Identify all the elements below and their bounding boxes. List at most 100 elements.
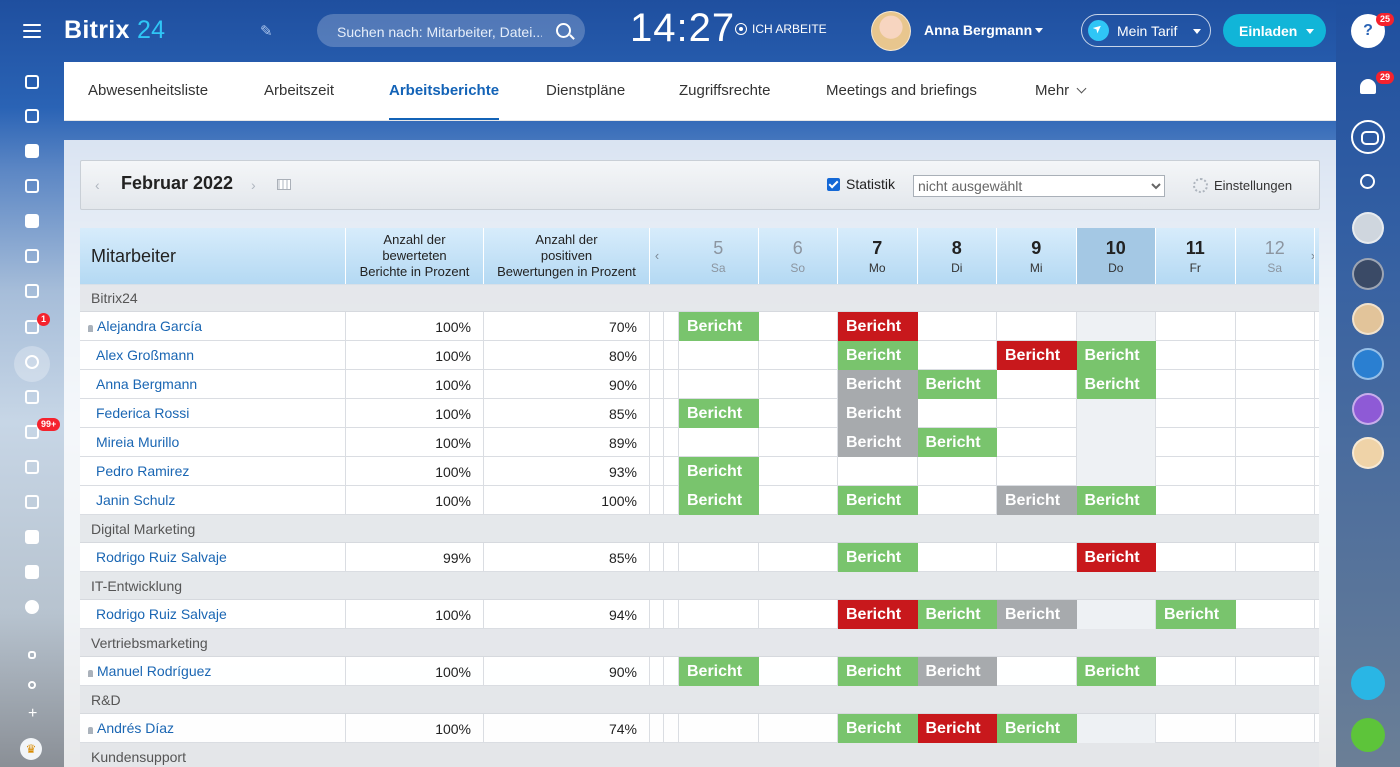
day-cell[interactable] [918,457,997,486]
gear-icon[interactable] [1193,178,1208,193]
robot-icon[interactable] [22,387,42,407]
employee-name[interactable]: Alex Großmann [80,341,346,370]
report-ok-badge[interactable]: Bericht [838,543,918,572]
report-none-badge[interactable]: Bericht [838,428,918,457]
report-ok-badge[interactable]: Bericht [1076,486,1156,515]
book-icon[interactable] [22,527,42,547]
day-cell[interactable] [918,341,997,370]
contact-card-icon[interactable] [22,492,42,512]
drive-icon[interactable] [22,211,42,231]
day-cell[interactable] [997,312,1077,341]
employee-name[interactable]: Alejandra García [80,312,346,341]
day-cell[interactable] [1076,714,1156,743]
avatar[interactable] [1352,258,1384,290]
day-cell[interactable] [759,428,838,457]
tab-more[interactable]: Mehr [1035,62,1087,120]
checkbox-icon[interactable] [827,178,840,191]
calendar-icon[interactable] [22,246,42,266]
report-ok-badge[interactable]: Bericht [679,399,759,428]
day-cell[interactable] [1076,399,1156,428]
scroll-left-icon[interactable]: ‹ [654,248,660,263]
report-ok-badge[interactable]: Bericht [838,486,918,515]
employee-name[interactable]: Rodrigo Ruiz Salvaje [80,543,346,572]
employees-icon[interactable] [22,176,42,196]
tasks-icon[interactable] [22,317,42,337]
tab-arbeitszeit[interactable]: Arbeitszeit [264,82,335,99]
document-icon[interactable] [1351,666,1385,700]
phone-icon[interactable] [1351,718,1385,752]
day-cell[interactable] [1156,657,1236,686]
employee-name[interactable]: Pedro Ramirez [80,457,346,486]
day-cell[interactable] [759,312,838,341]
employee-name[interactable]: Manuel Rodríguez [80,657,346,686]
report-none-badge[interactable]: Bericht [997,486,1077,515]
report-ok-badge[interactable]: Bericht [838,341,918,370]
day-cell[interactable] [679,370,759,399]
day-cell[interactable] [1236,543,1315,572]
day-cell[interactable] [1076,600,1156,629]
day-cell[interactable] [997,457,1077,486]
report-none-badge[interactable]: Bericht [838,370,918,399]
day-cell[interactable] [1156,312,1236,341]
day-cell[interactable] [1236,657,1315,686]
calendar-icon[interactable] [277,179,291,190]
report-ok-badge[interactable]: Bericht [679,657,759,686]
settings-link[interactable]: Einstellungen [1214,178,1293,193]
report-ok-badge[interactable]: Bericht [1076,341,1156,370]
employee-name[interactable]: Mireia Murillo [80,428,346,457]
messenger-icon[interactable] [1351,120,1385,154]
day-cell[interactable] [1236,428,1315,457]
day-cell[interactable] [1156,486,1236,515]
day-cell[interactable] [918,543,997,572]
tab-arbeitsberichte[interactable]: Arbeitsberichte [389,62,500,120]
chat-icon[interactable] [22,141,42,161]
menu-icon[interactable] [23,24,41,38]
day-cell[interactable] [997,428,1077,457]
day-cell[interactable] [1156,714,1236,743]
day-cell[interactable] [1156,457,1236,486]
next-month-icon[interactable]: › [251,177,256,193]
crown-icon[interactable]: ♛ [20,738,42,760]
report-ok-badge[interactable]: Bericht [997,714,1077,743]
report-ok-badge[interactable]: Bericht [1156,600,1236,629]
avatar[interactable] [1352,212,1384,244]
employee-name[interactable]: Rodrigo Ruiz Salvaje [80,600,346,629]
more-icon[interactable] [22,597,42,617]
day-cell[interactable] [1236,457,1315,486]
report-bad-badge[interactable]: Bericht [917,714,997,743]
report-bad-badge[interactable]: Bericht [838,312,918,341]
day-cell[interactable] [1236,600,1315,629]
scroll-right-icon[interactable]: › [1310,248,1316,263]
day-cell[interactable] [997,657,1077,686]
report-ok-badge[interactable]: Bericht [838,714,918,743]
day-cell[interactable] [679,543,759,572]
avatar[interactable] [1352,437,1384,469]
help-icon[interactable]: ? [1351,14,1385,48]
report-ok-badge[interactable]: Bericht [917,370,997,399]
day-cell[interactable] [759,370,838,399]
news-icon[interactable] [22,106,42,126]
day-cell[interactable] [997,370,1077,399]
avatar[interactable] [1352,303,1384,335]
search-icon[interactable] [1351,165,1385,199]
day-cell[interactable] [1236,486,1315,515]
day-cell[interactable] [1156,428,1236,457]
tab-abwesenheitsliste[interactable]: Abwesenheitsliste [88,82,209,99]
statistics-toggle[interactable]: Statistik [827,176,895,192]
report-ok-badge[interactable]: Bericht [1076,657,1156,686]
clock-icon[interactable] [22,352,42,372]
day-cell[interactable] [918,486,997,515]
employee-name[interactable]: Andrés Díaz [80,714,346,743]
day-cell[interactable] [679,600,759,629]
report-ok-badge[interactable]: Bericht [917,600,997,629]
day-cell[interactable] [759,543,838,572]
report-none-badge[interactable]: Bericht [838,399,918,428]
day-cell[interactable] [1076,312,1156,341]
day-cell[interactable] [997,399,1077,428]
report-ok-badge[interactable]: Bericht [679,312,759,341]
settings-icon[interactable] [22,675,42,695]
day-cell[interactable] [679,428,759,457]
day-cell[interactable] [1156,370,1236,399]
report-bad-badge[interactable]: Bericht [838,600,918,629]
documents-icon[interactable] [22,281,42,301]
